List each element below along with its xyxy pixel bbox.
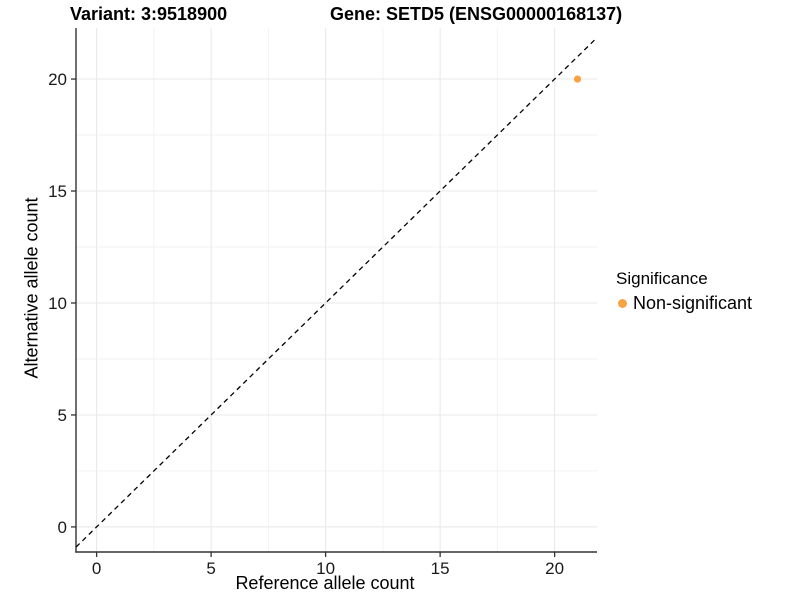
legend: Significance Non-significant xyxy=(616,269,752,314)
y-axis-label: Alternative allele count xyxy=(21,197,42,379)
legend-point-icon xyxy=(618,299,627,308)
legend-item-non-significant: Non-significant xyxy=(616,293,752,314)
legend-item-label: Non-significant xyxy=(633,293,753,313)
y-tick-label: 5 xyxy=(58,406,67,425)
y-tick-label: 20 xyxy=(48,70,67,89)
x-tick-label: 0 xyxy=(92,559,101,578)
data-point xyxy=(573,75,582,83)
legend-title: Significance xyxy=(616,269,708,288)
x-axis-label: Reference allele count xyxy=(235,573,415,593)
identity-reference-line xyxy=(75,37,598,548)
plot-title-variant: Variant: 3:9518900 xyxy=(70,4,228,24)
y-tick-label: 15 xyxy=(48,182,67,201)
x-tick-label: 10 xyxy=(316,559,335,578)
x-tick-label: 15 xyxy=(431,559,450,578)
x-tick-label: 20 xyxy=(545,559,564,578)
x-tick-label: 5 xyxy=(206,559,215,578)
y-tick-label: 10 xyxy=(48,294,67,313)
y-tick-label: 0 xyxy=(58,518,67,537)
plot-title-gene: Gene: SETD5 (ENSG00000168137) xyxy=(330,4,623,24)
